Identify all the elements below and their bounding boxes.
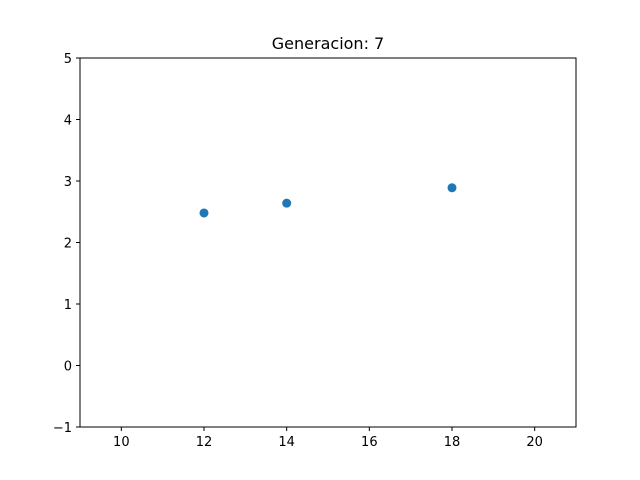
x-tick-label: 12 xyxy=(196,435,213,450)
y-tick-label: 4 xyxy=(64,114,72,129)
data-point xyxy=(447,183,457,193)
y-tick-label: 0 xyxy=(64,360,72,375)
y-tick-label: 5 xyxy=(64,52,72,67)
data-point xyxy=(282,198,292,208)
x-tick-label: 10 xyxy=(113,435,130,450)
x-tick-label: 16 xyxy=(361,435,378,450)
x-tick-label: 18 xyxy=(444,435,461,450)
x-tick-label: 14 xyxy=(278,435,295,450)
y-tick-label: 2 xyxy=(64,237,72,252)
data-point xyxy=(199,208,209,218)
y-tick-label: −1 xyxy=(53,421,72,436)
chart-title: Generacion: 7 xyxy=(272,34,384,53)
x-tick-label: 20 xyxy=(526,435,543,450)
y-tick-label: 3 xyxy=(64,175,72,190)
y-tick-label: 1 xyxy=(64,298,72,313)
